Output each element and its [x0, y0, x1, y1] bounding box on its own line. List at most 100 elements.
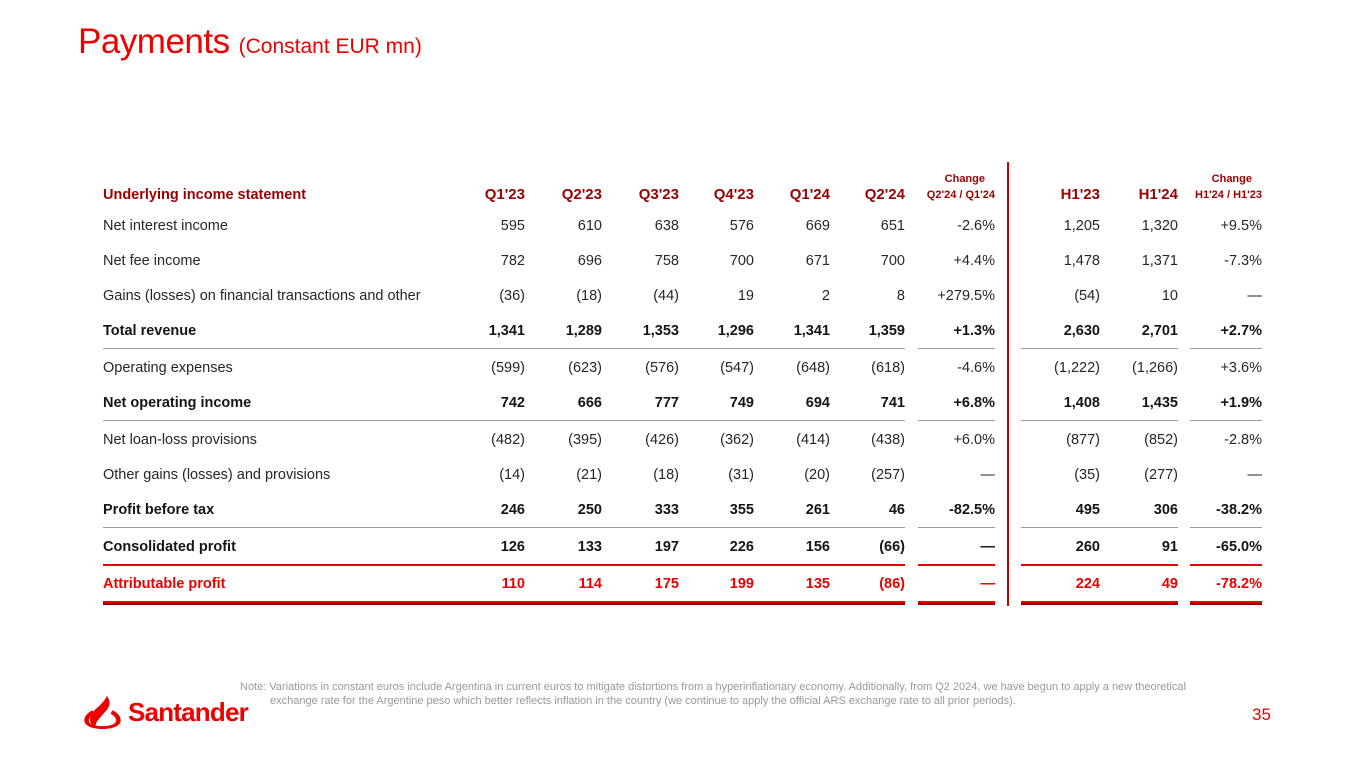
column-header-quarter-5: Q1'24 — [789, 186, 830, 203]
santander-flame-icon — [84, 696, 121, 729]
cell-hoh-change: +9.5% — [1220, 217, 1262, 234]
cell-quarter-3: 197 — [654, 538, 679, 555]
cell-half-1: 1,478 — [1063, 252, 1100, 269]
separator-segment — [103, 603, 905, 605]
cell-half-1: (54) — [1074, 287, 1100, 304]
cell-hoh-change: -38.2% — [1216, 501, 1262, 518]
cell-half-2: 2,701 — [1141, 322, 1178, 339]
cell-qoq-change: — — [980, 575, 996, 592]
row-label: Profit before tax — [103, 501, 215, 518]
cell-half-2: (852) — [1144, 431, 1178, 448]
cell-quarter-5: (20) — [804, 466, 830, 483]
cell-quarter-3: (426) — [645, 431, 679, 448]
table-row: Net operating income 742 666 777 749 694 741 +6… — [103, 385, 1262, 420]
page-title: Payments — [78, 22, 230, 61]
santander-wordmark: Santander — [128, 697, 249, 727]
row-label: Other gains (losses) and provisions — [103, 466, 331, 483]
cell-hoh-change: -65.0% — [1216, 538, 1262, 555]
cell-quarter-2: 133 — [577, 538, 602, 555]
cell-quarter-1: 742 — [500, 394, 525, 411]
separator-segment — [918, 603, 995, 605]
separator-segment — [1021, 527, 1178, 528]
cell-quarter-2: (21) — [576, 466, 602, 483]
cell-quarter-5: 135 — [805, 575, 830, 592]
separator-segment — [1021, 564, 1178, 566]
cell-hoh-change: +3.6% — [1220, 359, 1262, 376]
cell-half-1: 1,205 — [1063, 217, 1100, 234]
table-header-row: Underlying income statement Q1'23 Q2'23 Q3'… — [103, 160, 1262, 208]
cell-quarter-2: (18) — [576, 287, 602, 304]
table-body: Net interest income 595 610 638 576 669 651 -2.… — [103, 208, 1262, 603]
cell-qoq-change: -82.5% — [949, 501, 995, 518]
cell-half-1: 495 — [1075, 501, 1100, 518]
cell-hoh-change: -2.8% — [1224, 431, 1262, 448]
cell-half-1: (1,222) — [1054, 359, 1100, 376]
cell-quarter-2: 696 — [577, 252, 602, 269]
separator-segment — [918, 348, 995, 349]
cell-quarter-5: 1,341 — [793, 322, 830, 339]
income-statement-table: Underlying income statement Q1'23 Q2'23 Q3'… — [103, 160, 1262, 606]
column-group-divider — [1007, 162, 1009, 606]
santander-logo: Santander — [84, 696, 249, 729]
cell-quarter-6: (257) — [871, 466, 905, 483]
cell-half-1: 260 — [1075, 538, 1100, 555]
cell-half-2: 306 — [1153, 501, 1178, 518]
cell-quarter-1: 595 — [500, 217, 525, 234]
cell-quarter-6: (66) — [879, 538, 905, 555]
cell-quarter-1: 110 — [501, 575, 525, 592]
cell-half-1: (877) — [1066, 431, 1100, 448]
cell-qoq-change: -4.6% — [957, 359, 995, 376]
separator-segment — [1021, 420, 1178, 421]
separator-segment — [103, 564, 905, 566]
cell-hoh-change: +1.9% — [1220, 394, 1262, 411]
page-number: 35 — [1252, 705, 1271, 724]
qoq-change-sublabel: Q2'24 / Q1'24 — [926, 188, 995, 201]
cell-quarter-5: (648) — [796, 359, 830, 376]
row-label: Net operating income — [103, 394, 252, 411]
separator-segment — [1190, 601, 1262, 603]
row-label: Net loan-loss provisions — [103, 431, 257, 448]
column-header-hoh-change: Change H1'24 / H1'23 — [1191, 172, 1262, 208]
cell-quarter-4: 355 — [729, 501, 754, 518]
table-row: Other gains (losses) and provisions (14) (… — [103, 457, 1262, 492]
separator-segment — [103, 420, 905, 421]
header-underline — [103, 603, 1262, 605]
cell-quarter-2: (395) — [568, 431, 602, 448]
cell-quarter-5: (414) — [796, 431, 830, 448]
cell-quarter-5: 694 — [805, 394, 830, 411]
column-header-quarter-4: Q4'23 — [713, 186, 754, 203]
cell-quarter-2: 666 — [577, 394, 602, 411]
row-label: Net fee income — [103, 252, 201, 269]
table-row: Total revenue 1,341 1,289 1,353 1,296 1,341 1,… — [103, 313, 1262, 348]
row-label: Attributable profit — [103, 575, 226, 592]
cell-hoh-change: -7.3% — [1224, 252, 1262, 269]
separator-segment — [1190, 348, 1262, 349]
separator-segment — [1190, 603, 1262, 605]
column-header-quarter-2: Q2'23 — [561, 186, 602, 203]
cell-qoq-change: +279.5% — [937, 287, 995, 304]
separator-segment — [103, 601, 905, 603]
cell-quarter-4: (362) — [720, 431, 754, 448]
column-header-quarter-6: Q2'24 — [864, 186, 905, 203]
separator-segment — [1021, 603, 1178, 605]
column-header-quarter-3: Q3'23 — [638, 186, 679, 203]
page-subtitle: (Constant EUR mn) — [238, 35, 422, 58]
cell-quarter-4: (547) — [720, 359, 754, 376]
cell-hoh-change: +2.7% — [1220, 322, 1262, 339]
column-header-qoq-change: Change Q2'24 / Q1'24 — [918, 172, 995, 208]
table-row: Net interest income 595 610 638 576 669 651 -2.… — [103, 208, 1262, 243]
change-label: Change — [944, 173, 985, 186]
cell-quarter-3: 777 — [654, 394, 679, 411]
table-row: Profit before tax 246 250 333 355 261 46 -82.5%… — [103, 492, 1262, 527]
cell-quarter-6: 651 — [880, 217, 905, 234]
cell-quarter-1: 246 — [500, 501, 525, 518]
cell-quarter-3: (18) — [653, 466, 679, 483]
row-label: Gains (losses) on financial transactions… — [103, 287, 421, 304]
separator-segment — [1021, 601, 1178, 603]
separator-segment — [918, 527, 995, 528]
row-separator-gray — [103, 420, 1262, 422]
separator-segment — [918, 420, 995, 421]
row-separator-red — [103, 564, 1262, 566]
cell-quarter-6: 700 — [880, 252, 905, 269]
cell-quarter-5: 2 — [821, 287, 830, 304]
